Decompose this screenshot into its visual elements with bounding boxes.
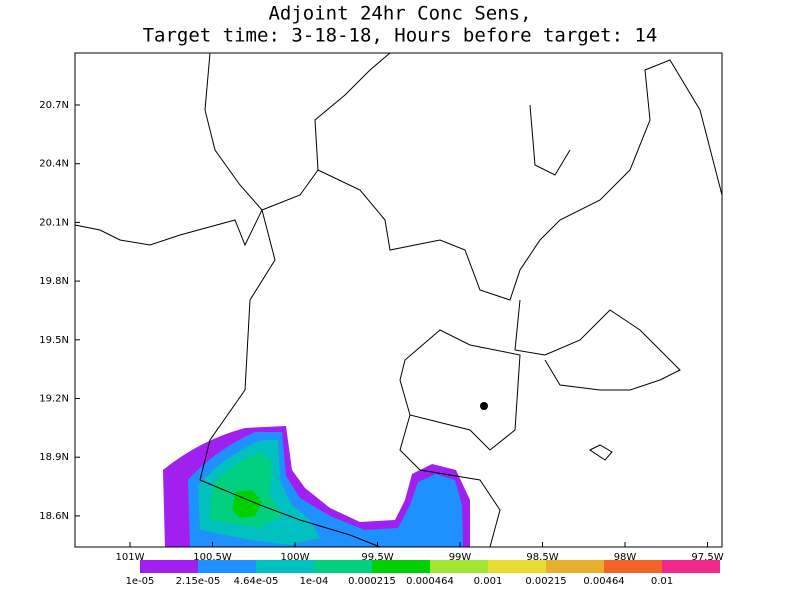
borders: [74, 52, 723, 548]
colorbar-box: [604, 560, 662, 573]
colorbar-box: [314, 560, 372, 573]
lat-label: 19.2N: [39, 394, 69, 405]
colorbar-box: [372, 560, 430, 573]
colorbar-label: 0.001: [474, 576, 503, 587]
lat-label: 19.8N: [39, 276, 69, 287]
colorbar-box: [140, 560, 198, 573]
title-line: Adjoint 24hr Conc Sens,: [268, 3, 531, 25]
plot-frame: [74, 52, 723, 548]
colorbar-label: 1e-04: [300, 576, 329, 587]
lon-label: 100.5W: [193, 552, 232, 563]
lon-label: 98W: [614, 552, 637, 563]
lon-label: 97.5W: [691, 552, 723, 563]
colorbar-label: 4.64e-05: [234, 576, 279, 587]
lon-label: 100W: [281, 552, 310, 563]
colorbar-label: 0.000464: [406, 576, 454, 587]
title-line: Target time: 3-18-18, Hours before targe…: [143, 25, 658, 47]
colorbar-label: 0.000215: [348, 576, 396, 587]
lat-label: 19.5N: [39, 335, 69, 346]
lon-label: 101W: [116, 552, 145, 563]
lat-label: 18.9N: [39, 452, 69, 463]
colorbar-box: [662, 560, 720, 573]
contours: [163, 426, 470, 547]
colorbar-box: [430, 560, 488, 573]
colorbar-label: 1e-05: [126, 576, 155, 587]
lat-label: 18.6N: [39, 511, 69, 522]
colorbar-box: [198, 560, 256, 573]
colorbar-label: 2.15e-05: [176, 576, 221, 587]
colorbar-box: [256, 560, 314, 573]
lon-label: 99W: [449, 552, 472, 563]
colorbar-label: 0.01: [651, 576, 673, 587]
lat-label: 20.7N: [39, 100, 69, 111]
colorbar-box: [488, 560, 546, 573]
target-point: [480, 402, 488, 410]
lon-label: 99.5W: [361, 552, 393, 563]
colorbar-label: 0.00464: [583, 576, 624, 587]
colorbar-label: 0.00215: [525, 576, 566, 587]
lon-label: 98.5W: [526, 552, 558, 563]
lat-label: 20.4N: [39, 159, 69, 170]
colorbar-box: [546, 560, 604, 573]
lat-label: 20.1N: [39, 217, 69, 228]
